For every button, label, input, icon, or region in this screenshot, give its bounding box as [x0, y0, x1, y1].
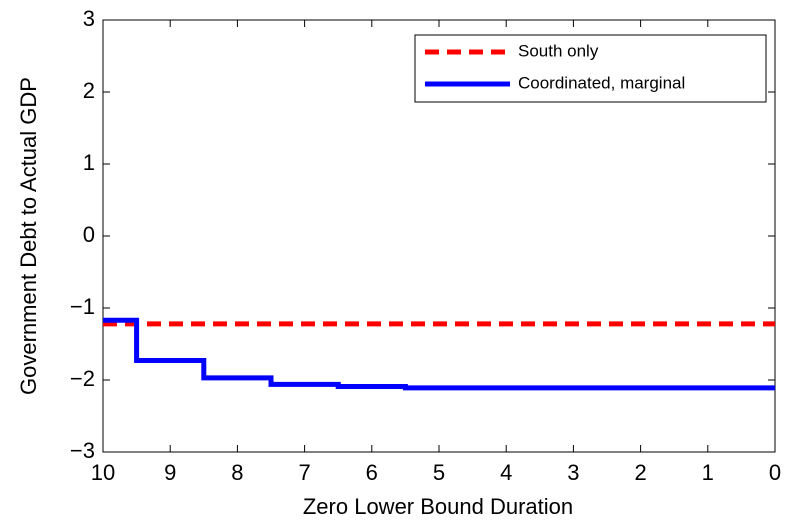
x-tick-label: 2	[634, 460, 646, 485]
y-tick-label: −1	[70, 294, 95, 319]
y-tick-label: −2	[70, 366, 95, 391]
x-tick-label: 1	[702, 460, 714, 485]
x-tick-label: 0	[769, 460, 781, 485]
x-tick-label: 4	[500, 460, 512, 485]
series-line	[103, 317, 775, 391]
x-axis-label: Zero Lower Bound Duration	[303, 494, 573, 519]
x-tick-label: 7	[298, 460, 310, 485]
x-tick-label: 5	[433, 460, 445, 485]
legend-label: South only	[518, 41, 599, 60]
x-tick-label: 9	[164, 460, 176, 485]
x-tick-label: 3	[567, 460, 579, 485]
y-tick-label: 3	[83, 6, 95, 31]
y-tick-label: 2	[83, 78, 95, 103]
x-tick-label: 10	[91, 460, 115, 485]
x-tick-label: 6	[366, 460, 378, 485]
legend-box	[414, 34, 767, 103]
y-axis-label: Government Debt to Actual GDP	[16, 77, 41, 395]
legend: South only Coordinated, marginal	[414, 34, 767, 103]
y-tick-label: 0	[83, 222, 95, 247]
y-tick-label: 1	[83, 150, 95, 175]
y-tick-label: −3	[70, 438, 95, 463]
x-tick-label: 8	[231, 460, 243, 485]
legend-label: Coordinated, marginal	[518, 73, 685, 92]
